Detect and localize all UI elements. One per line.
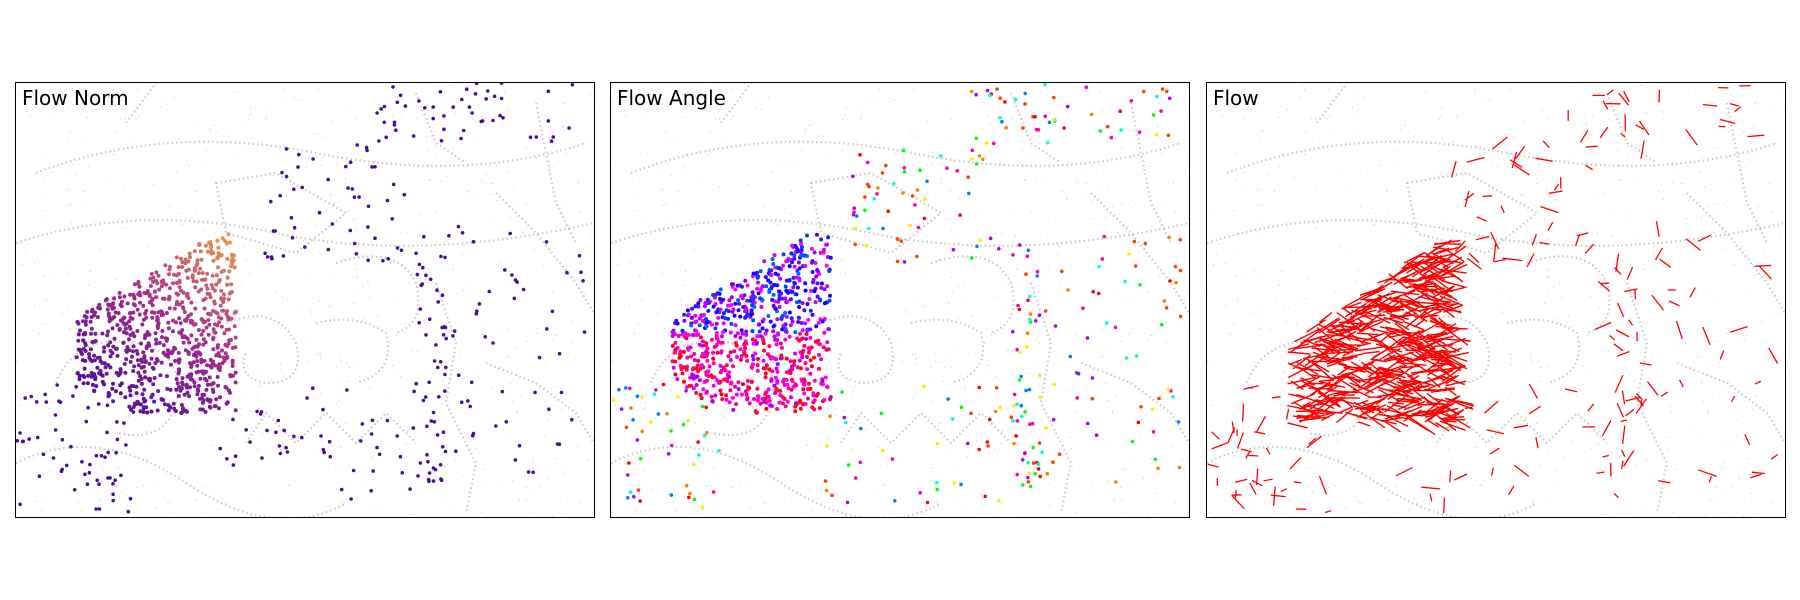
flow-vector-plot [1207, 83, 1785, 517]
flow-norm-points [16, 83, 587, 514]
flow-vectors [1207, 84, 1779, 514]
flow-angle-points [611, 83, 1183, 510]
flow-angle-title: Flow Angle [617, 86, 726, 110]
event-cloud [1207, 83, 1785, 517]
flow-angle-panel: Flow Angle [610, 82, 1190, 518]
flow-angle-plot [611, 83, 1189, 517]
flow-norm-panel: Flow Norm [15, 82, 595, 518]
event-cloud [611, 83, 1189, 517]
flow-norm-title: Flow Norm [22, 86, 129, 110]
flow-title: Flow [1213, 86, 1259, 110]
flow-norm-plot [16, 83, 594, 517]
event-cloud [16, 83, 594, 517]
flow-panel: Flow [1206, 82, 1786, 518]
